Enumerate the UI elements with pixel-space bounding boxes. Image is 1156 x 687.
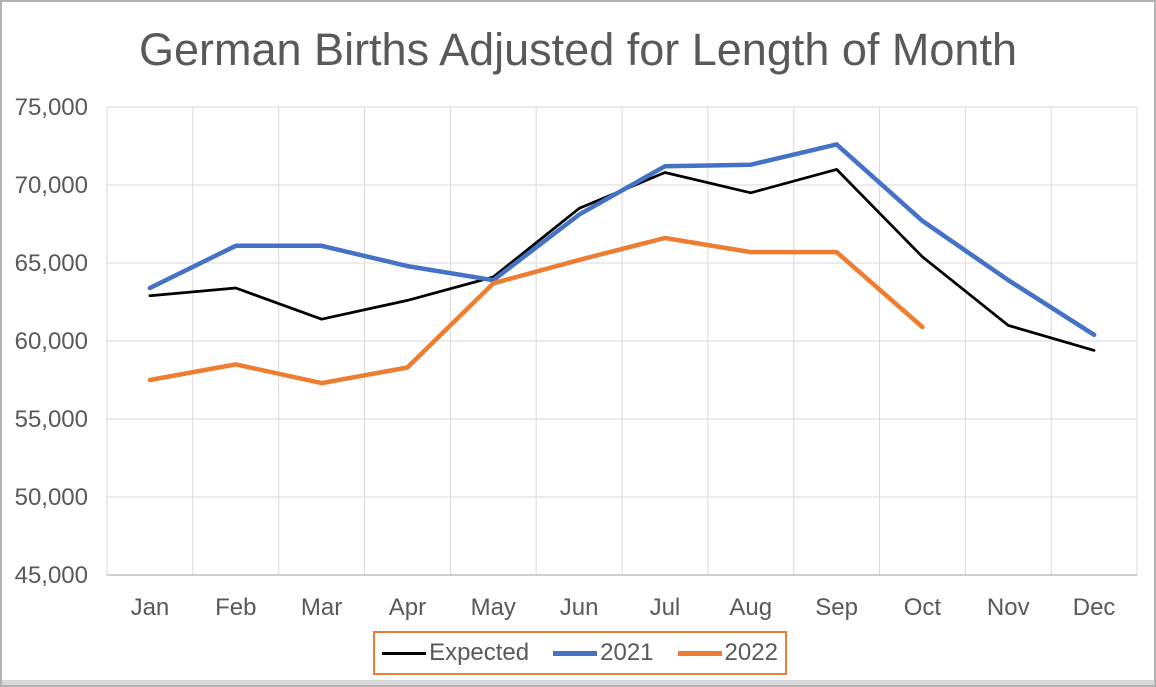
legend-label-2022: 2022: [724, 639, 778, 666]
x-tick-label: May: [471, 594, 516, 621]
bottom-edge-strip: [2, 680, 1154, 685]
y-tick-label: 70,000: [15, 172, 88, 199]
x-tick-label: Jan: [131, 594, 170, 621]
legend-item-expected: Expected: [382, 639, 529, 667]
x-tick-label: Apr: [389, 594, 426, 621]
series-line-2021: [147, 142, 1097, 338]
x-tick-label: Jun: [560, 594, 599, 621]
legend-item-2022: 2022: [677, 639, 778, 667]
x-tick-label: Nov: [987, 594, 1030, 621]
y-tick-label: 50,000: [15, 484, 88, 511]
legend-line-swatch-2022: [677, 650, 722, 656]
legend-line-swatch-2021: [553, 650, 598, 656]
x-tick-label: Dec: [1073, 594, 1116, 621]
series-line-2022: [147, 235, 925, 386]
x-tick-label: Feb: [215, 594, 256, 621]
x-tick-label: Aug: [729, 594, 772, 621]
y-tick-label: 65,000: [15, 250, 88, 277]
x-tick-label: Jul: [650, 594, 681, 621]
x-tick-label: Oct: [904, 594, 942, 621]
legend-label-2021: 2021: [600, 639, 654, 666]
chart-title: German Births Adjusted for Length of Mon…: [139, 24, 1017, 75]
y-tick-label: 55,000: [15, 406, 88, 433]
legend: Expected 2021 2022: [373, 631, 787, 675]
legend-label-expected: Expected: [429, 639, 530, 666]
y-tick-label: 75,000: [15, 94, 88, 121]
y-tick-label: 60,000: [15, 328, 88, 355]
x-tick-label: Mar: [301, 594, 342, 621]
legend-line-swatch-expected: [382, 651, 427, 655]
y-tick-label: 45,000: [15, 562, 88, 589]
legend-item-2021: 2021: [553, 639, 654, 667]
x-tick-label: Sep: [815, 594, 858, 621]
